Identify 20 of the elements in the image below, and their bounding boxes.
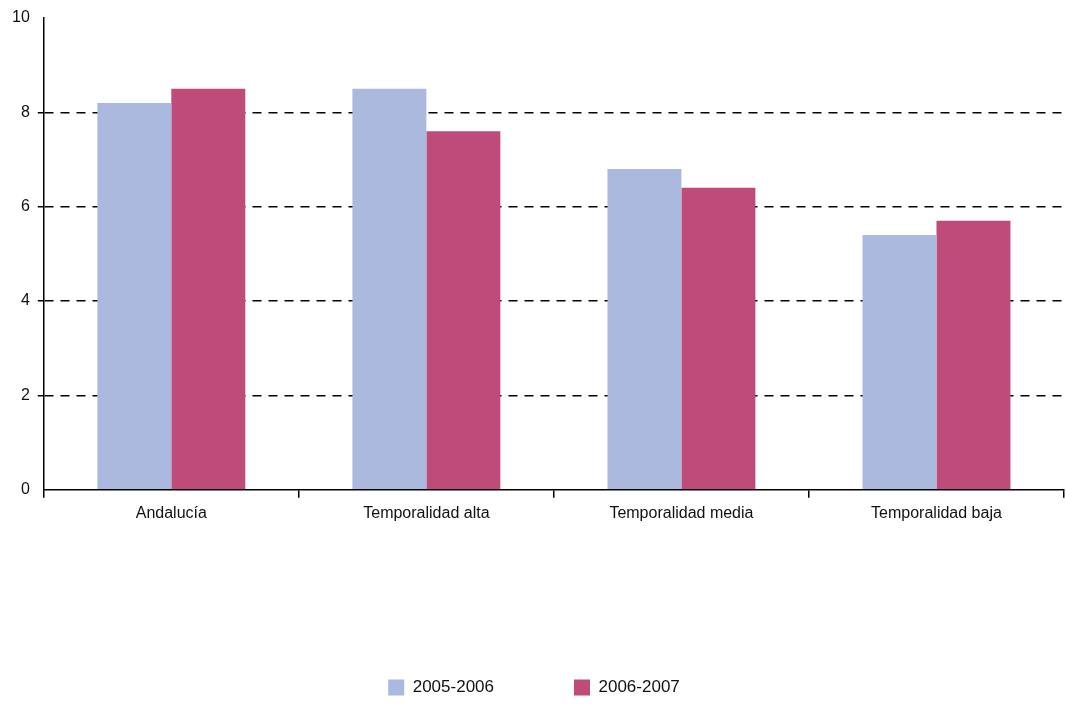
bar xyxy=(426,131,501,490)
x-tick-label: Temporalidad alta xyxy=(363,503,490,521)
x-tick-label: Temporalidad baja xyxy=(871,503,1002,521)
bar xyxy=(681,187,756,490)
y-tick-label: 4 xyxy=(20,291,30,309)
x-tick-label: Temporalidad media xyxy=(609,503,754,521)
bar xyxy=(936,220,1011,490)
y-tick-label: 0 xyxy=(20,480,30,498)
y-tick-label: 8 xyxy=(20,102,30,120)
legend-label: 2005-2006 xyxy=(412,677,495,697)
legend-label: 2006-2007 xyxy=(598,677,680,697)
bar xyxy=(352,88,427,490)
y-tick-label: 10 xyxy=(12,8,30,26)
bar xyxy=(607,168,682,490)
bar xyxy=(171,88,246,490)
bar xyxy=(97,102,172,490)
x-tick-label: Andalucía xyxy=(135,503,207,521)
y-tick-label: 6 xyxy=(20,197,30,215)
y-tick-label: 2 xyxy=(20,385,30,403)
bar xyxy=(862,235,937,490)
